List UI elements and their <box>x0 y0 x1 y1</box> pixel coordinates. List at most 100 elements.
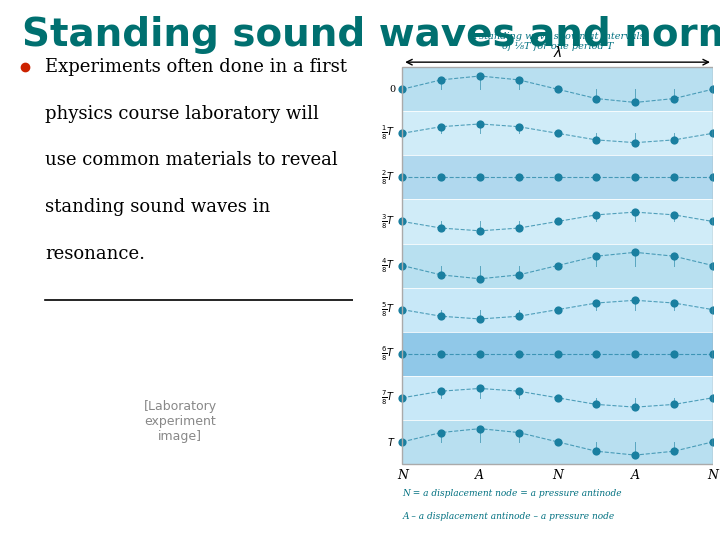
FancyBboxPatch shape <box>402 244 713 288</box>
Point <box>707 349 719 358</box>
Text: A: A <box>475 469 485 482</box>
Point <box>668 173 680 181</box>
Text: $\frac{1}{8}T$: $\frac{1}{8}T$ <box>381 124 395 143</box>
Point <box>707 85 719 93</box>
Point <box>668 211 680 219</box>
Point <box>513 387 524 395</box>
FancyBboxPatch shape <box>402 111 713 156</box>
Point <box>552 85 563 93</box>
Point <box>590 211 602 219</box>
Point <box>668 136 680 144</box>
Point <box>590 136 602 144</box>
Point <box>629 173 641 181</box>
Text: Standing sound waves and normal modes: Standing sound waves and normal modes <box>22 16 720 54</box>
FancyBboxPatch shape <box>402 332 713 376</box>
Point <box>552 261 563 270</box>
Point <box>552 305 563 314</box>
Point <box>397 173 408 181</box>
Point <box>707 394 719 402</box>
Point <box>707 129 719 138</box>
Point <box>513 349 524 358</box>
Point <box>397 394 408 402</box>
Text: $T$: $T$ <box>387 436 395 448</box>
Point <box>474 173 486 181</box>
Text: [Laboratory
experiment
image]: [Laboratory experiment image] <box>143 400 217 443</box>
Text: N: N <box>707 469 719 482</box>
Text: A – a displacement antinode – a pressure node: A – a displacement antinode – a pressure… <box>402 511 615 521</box>
Point <box>436 349 447 358</box>
Point <box>397 261 408 270</box>
Point <box>629 403 641 411</box>
Point <box>513 123 524 131</box>
Text: physics course laboratory will: physics course laboratory will <box>45 105 319 123</box>
Point <box>397 129 408 138</box>
Point <box>552 394 563 402</box>
Point <box>668 400 680 409</box>
Point <box>397 305 408 314</box>
Point <box>629 248 641 256</box>
FancyBboxPatch shape <box>402 156 713 199</box>
Point <box>668 447 680 456</box>
Point <box>436 312 447 321</box>
Text: N: N <box>397 469 408 482</box>
Point <box>707 305 719 314</box>
FancyBboxPatch shape <box>402 420 713 464</box>
Text: Experiments often done in a first: Experiments often done in a first <box>45 58 347 76</box>
Point <box>629 296 641 305</box>
Point <box>474 384 486 393</box>
Point <box>590 400 602 409</box>
Text: 0: 0 <box>389 85 395 94</box>
Point <box>707 217 719 226</box>
Point <box>513 312 524 321</box>
Point <box>629 138 641 147</box>
Point <box>707 173 719 181</box>
Point <box>397 349 408 358</box>
Point <box>707 261 719 270</box>
Point <box>436 428 447 437</box>
FancyBboxPatch shape <box>402 67 713 111</box>
Point <box>436 224 447 232</box>
Point <box>474 274 486 283</box>
FancyBboxPatch shape <box>402 288 713 332</box>
Point <box>474 424 486 433</box>
Point <box>513 271 524 279</box>
Point <box>590 252 602 260</box>
Point <box>474 315 486 323</box>
Point <box>513 224 524 232</box>
Text: $\frac{4}{8}T$: $\frac{4}{8}T$ <box>381 256 395 275</box>
Point <box>397 217 408 226</box>
Text: N = a displacement node = a pressure antinode: N = a displacement node = a pressure ant… <box>402 489 622 498</box>
FancyBboxPatch shape <box>402 376 713 420</box>
Text: $\frac{6}{8}T$: $\frac{6}{8}T$ <box>381 345 395 363</box>
Point <box>513 173 524 181</box>
Point <box>436 387 447 395</box>
Point <box>668 299 680 307</box>
Text: $\frac{2}{8}T$: $\frac{2}{8}T$ <box>381 168 395 186</box>
Point <box>436 76 447 84</box>
Point <box>590 173 602 181</box>
Text: A standing wave shown at intervals
of ¹⁄₈T for one period T: A standing wave shown at intervals of ¹⁄… <box>469 32 645 51</box>
Point <box>590 94 602 103</box>
Point <box>552 129 563 138</box>
Text: resonance.: resonance. <box>45 245 145 262</box>
Point <box>590 447 602 456</box>
Point <box>629 451 641 460</box>
Point <box>707 437 719 446</box>
Point <box>436 173 447 181</box>
Point <box>629 208 641 217</box>
Point <box>397 437 408 446</box>
Text: $\frac{7}{8}T$: $\frac{7}{8}T$ <box>381 389 395 407</box>
Text: use common materials to reveal: use common materials to reveal <box>45 151 338 169</box>
Point <box>629 349 641 358</box>
Text: standing sound waves in: standing sound waves in <box>45 198 270 216</box>
Point <box>552 173 563 181</box>
Point <box>552 217 563 226</box>
Point <box>474 349 486 358</box>
Point <box>436 123 447 131</box>
FancyBboxPatch shape <box>402 199 713 244</box>
Point <box>397 85 408 93</box>
Point <box>590 299 602 307</box>
Text: N: N <box>552 469 563 482</box>
Text: A: A <box>631 469 639 482</box>
Point <box>513 76 524 84</box>
